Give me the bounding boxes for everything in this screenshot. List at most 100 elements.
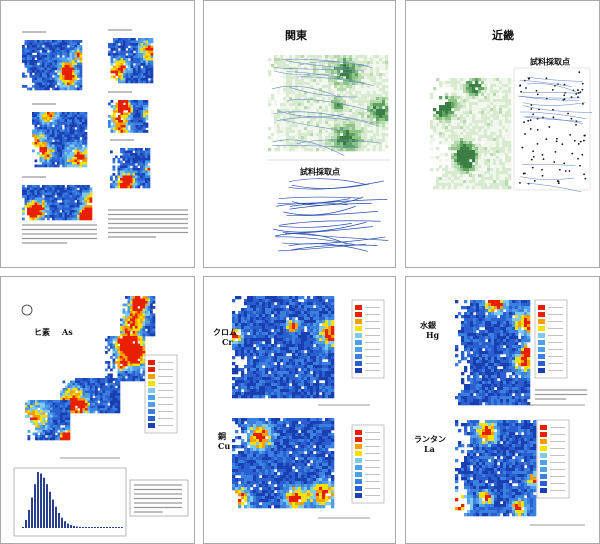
map-cell [95, 403, 98, 406]
map-cell [55, 415, 58, 418]
map-cell [280, 64, 284, 68]
map-cell [57, 70, 60, 73]
map-cell [292, 148, 296, 152]
map-cell [112, 400, 116, 404]
map-cell [460, 126, 464, 130]
map-cell [39, 62, 43, 66]
map-cell [47, 422, 51, 426]
map-cell [79, 112, 83, 115]
map-cell [451, 78, 455, 82]
map-cell [118, 53, 121, 56]
map-cell [127, 336, 131, 339]
map-cell [32, 45, 35, 48]
map-cell [385, 112, 389, 116]
map-cell [289, 109, 293, 113]
map-cell [127, 180, 131, 184]
map-cell [118, 38, 121, 41]
map-cell [448, 141, 452, 145]
map-cell [361, 142, 365, 146]
map-cell [385, 67, 389, 71]
map-cell [496, 177, 500, 181]
map-cell [135, 100, 139, 103]
map-cell [130, 313, 133, 317]
map-cell [62, 112, 65, 115]
map-cell [77, 162, 80, 165]
map-cell [469, 177, 473, 181]
map-cell [112, 353, 116, 357]
map-cell [469, 120, 473, 124]
map-cell [286, 133, 290, 137]
map-cell [72, 112, 75, 115]
map-cell [475, 99, 479, 103]
map-cell [358, 127, 362, 131]
map-cell [466, 165, 470, 169]
map-cell [439, 153, 443, 157]
map-cell [138, 68, 141, 71]
map-cell [358, 115, 362, 119]
map-cell [274, 121, 278, 125]
map-cell [57, 157, 60, 160]
map-cell [122, 348, 126, 352]
map-cell [54, 152, 58, 155]
map-cell [72, 410, 76, 414]
map-cell [445, 117, 449, 121]
map-cell [47, 154, 50, 158]
map-cell [77, 383, 81, 386]
map-cell [74, 70, 78, 73]
map-cell [123, 60, 126, 64]
map-cell [113, 53, 116, 56]
map-cell [130, 336, 133, 339]
map-cell [39, 215, 43, 218]
map-cell [481, 174, 485, 178]
map-cell [77, 205, 80, 208]
map-cell [57, 207, 60, 211]
map-cell [133, 78, 136, 81]
map-cell [463, 129, 467, 133]
map-cell [118, 50, 121, 54]
map-cell [496, 90, 500, 94]
map-cell [100, 400, 103, 404]
map-cell [39, 87, 43, 91]
map-cell [484, 150, 488, 154]
map-cell [466, 153, 470, 157]
map-cell [463, 99, 467, 103]
map-cell [32, 142, 35, 145]
map-cell [289, 121, 293, 125]
map-cell [67, 129, 70, 133]
map-cell [463, 132, 467, 136]
map-cell [132, 311, 136, 314]
map-cell [67, 67, 70, 71]
map-cell [47, 142, 50, 145]
map-cell [69, 202, 73, 206]
map-cell [298, 58, 302, 62]
map-cell [349, 148, 353, 152]
map-cell [138, 120, 141, 123]
map-cell [82, 210, 85, 213]
map-cell [454, 117, 458, 121]
map-cell [105, 408, 108, 411]
map-cell [499, 186, 503, 190]
map-cell [62, 427, 66, 431]
map-cell [90, 388, 93, 391]
sample-point [530, 108, 533, 110]
map-cell [343, 94, 347, 98]
map-cell [49, 162, 53, 165]
map-cell [135, 361, 138, 364]
map-cell [87, 393, 91, 396]
map-cell [436, 156, 440, 160]
map-cell [74, 212, 78, 216]
map-cell [54, 65, 58, 68]
map-cell [286, 88, 290, 92]
map-cell [328, 70, 332, 74]
map-cell [72, 117, 75, 120]
map-cell [52, 112, 55, 115]
map-cell [67, 50, 70, 53]
map-cell [57, 422, 61, 426]
map-cell [47, 77, 50, 81]
map-cell [37, 197, 40, 201]
map-cell [475, 108, 479, 112]
map-cell [463, 171, 467, 175]
map-cell [64, 164, 68, 168]
map-cell [135, 368, 138, 372]
map-cell [117, 168, 121, 171]
